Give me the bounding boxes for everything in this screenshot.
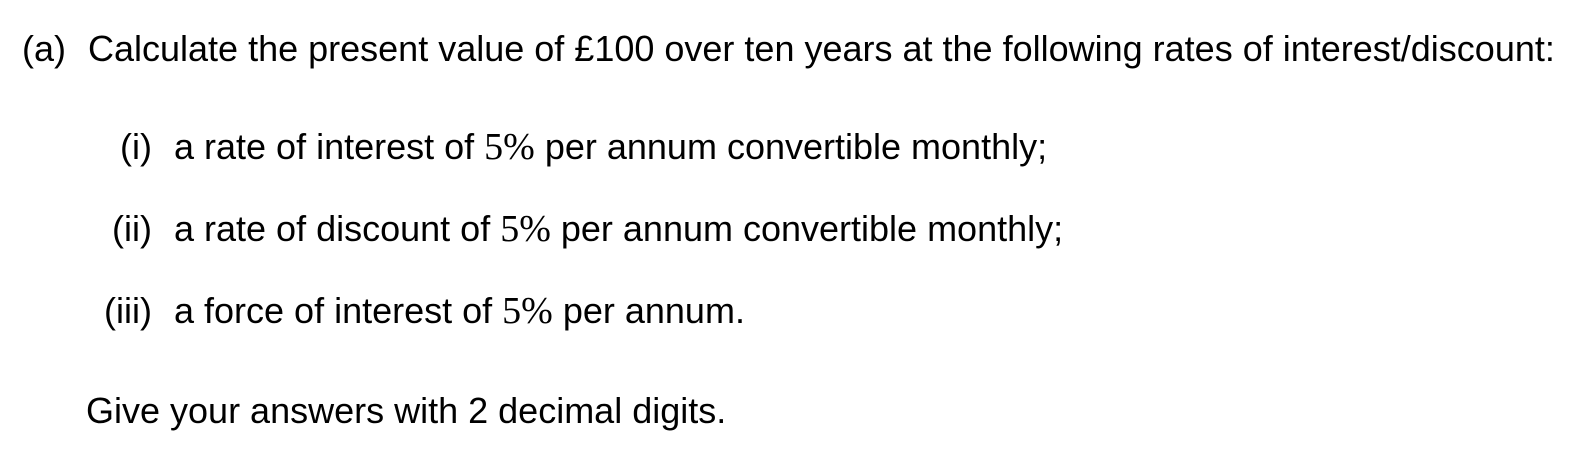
sub-question-iii-rate: 5%	[502, 290, 553, 332]
part-label: (a)	[22, 28, 66, 69]
sub-question-ii: a rate of discount of 5% per annum conve…	[174, 208, 1064, 250]
sub-question-i: a rate of interest of 5% per annum conve…	[174, 126, 1048, 168]
sub-question-iii: a force of interest of 5% per annum.	[174, 290, 745, 332]
sub-question-ii-text-before: a rate of discount of	[174, 208, 501, 249]
sub-question-ii-rate: 5%	[500, 208, 551, 250]
sub-question-ii-text-after: per annum convertible monthly;	[550, 208, 1064, 249]
answer-instruction: Give your answers with 2 decimal digits.	[86, 390, 727, 431]
sub-question-i-rate: 5%	[484, 126, 535, 168]
sub-question-iii-text-before: a force of interest of	[174, 290, 503, 331]
sub-question-iii-text-after: per annum.	[552, 290, 745, 331]
sub-question-label-ii: (ii)	[112, 208, 152, 249]
sub-question-label-iii: (iii)	[104, 290, 152, 331]
question-text: Calculate the present value of £100 over…	[88, 28, 1555, 69]
sub-question-label-i: (i)	[120, 126, 152, 167]
sub-question-i-text-before: a rate of interest of	[174, 126, 485, 167]
sub-question-i-text-after: per annum convertible monthly;	[534, 126, 1048, 167]
